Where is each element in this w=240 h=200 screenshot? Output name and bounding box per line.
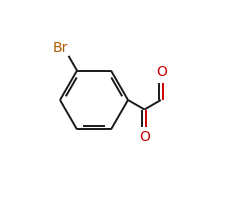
Text: O: O	[156, 65, 167, 79]
Text: O: O	[139, 130, 150, 144]
Text: Br: Br	[52, 41, 67, 55]
